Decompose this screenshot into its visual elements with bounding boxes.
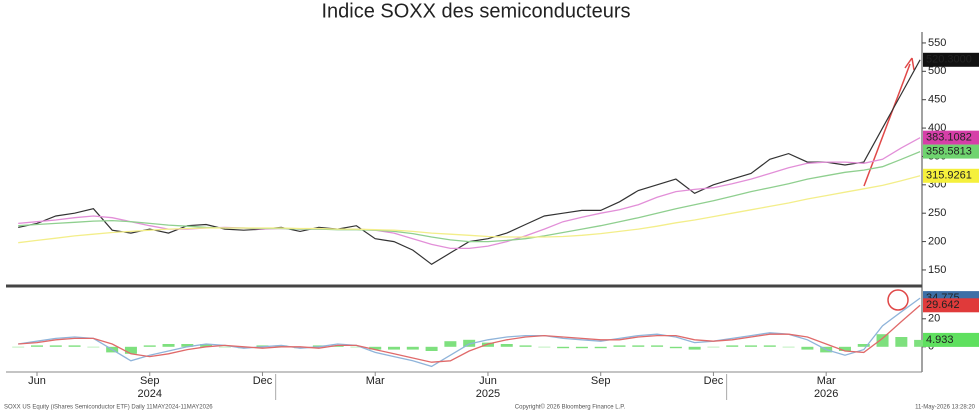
x-tick-label: Mar (817, 375, 836, 387)
histogram-bar (557, 346, 570, 349)
x-tick-label: Sep (591, 375, 611, 387)
x-year-label: 2024 (137, 388, 161, 400)
x-tick-label: Jun (28, 375, 46, 387)
histogram-bar (519, 345, 532, 347)
histogram-bar (162, 344, 175, 347)
histogram-bar (181, 344, 194, 347)
histogram-bar (12, 346, 25, 348)
trend-arrow-head (904, 57, 915, 71)
histogram-bar (312, 345, 325, 347)
histogram-bar (801, 346, 814, 350)
footer-center: Copyright© 2026 Bloomberg Finance L.P. (515, 404, 626, 411)
histogram-bar (575, 346, 588, 349)
value-tag (923, 168, 979, 183)
value-tag (923, 298, 979, 313)
histogram-bar (594, 346, 607, 349)
histogram-bar (275, 345, 288, 347)
histogram-bar (782, 346, 795, 348)
histogram-bar (294, 346, 307, 349)
histogram-bar (256, 345, 269, 347)
histogram-bar (914, 339, 927, 347)
footer-left: SOXX US Equity (iShares Semiconductor ET… (4, 405, 213, 411)
histogram-bar (331, 345, 344, 347)
histogram-bar (406, 346, 419, 350)
series-line (18, 175, 921, 244)
y-tick-label: 250 (928, 207, 946, 219)
value-tag (923, 130, 979, 145)
series-line (18, 150, 921, 243)
histogram-bar (49, 345, 62, 347)
histogram-bar (669, 346, 682, 349)
x-tick-label: Sep (140, 375, 160, 387)
x-year-label: 2026 (814, 388, 838, 400)
histogram-bar (538, 346, 551, 348)
histogram-bar (745, 345, 758, 347)
histogram-bar (857, 344, 870, 347)
histogram-bar (87, 346, 100, 348)
value-tag-label: 4.933 (926, 334, 954, 346)
x-tick-label: Dec (704, 375, 724, 387)
histogram-bar (237, 346, 250, 349)
histogram-bar (651, 345, 664, 347)
histogram-bar (763, 345, 776, 347)
annotations (863, 57, 915, 311)
x-tick-label: Mar (366, 375, 385, 387)
histogram-bar (218, 346, 231, 348)
value-tag-label: 29.642 (926, 299, 960, 311)
histogram-bar (613, 345, 626, 347)
value-tag-label: 358.5813 (926, 145, 972, 157)
histogram-bar (124, 346, 137, 354)
y-tick-label: 20 (928, 313, 940, 325)
histogram-bar (707, 346, 720, 348)
histogram-bar (838, 346, 851, 351)
histogram-bar (500, 344, 513, 347)
x-tick-label: Jun (479, 375, 497, 387)
x-tick-label: Dec (253, 375, 273, 387)
highlight-circle (887, 289, 909, 311)
value-tag-label: 520.3000 (926, 54, 972, 66)
x-year-label: 2025 (476, 388, 500, 400)
series-line (18, 297, 921, 368)
value-tag (923, 144, 979, 159)
histogram-bar (369, 346, 382, 350)
histogram-bar (388, 346, 401, 350)
histogram-bar (143, 345, 156, 347)
histogram-bar (31, 345, 43, 347)
trend-arrow (863, 63, 911, 187)
histogram-bar (688, 346, 701, 350)
histogram-bar (200, 344, 213, 347)
histogram-bar (463, 339, 476, 347)
histogram-bar (895, 337, 908, 347)
series-line (18, 59, 921, 266)
y-tick-label: 200 (928, 235, 946, 247)
value-tag (923, 52, 979, 67)
histogram-bar (876, 334, 889, 347)
value-tag-label: 383.1082 (926, 132, 972, 144)
y-tick-label: 150 (928, 264, 946, 276)
value-tag-label: 315.9261 (926, 170, 972, 182)
histogram-bar (350, 346, 363, 348)
value-tag (923, 332, 979, 347)
chart-title: Indice SOXX des semiconducteurs (321, 0, 630, 22)
histogram-bar (444, 341, 457, 347)
histogram-bar (425, 346, 438, 351)
histogram-bar (632, 345, 645, 347)
y-tick-label: 500 (928, 65, 946, 77)
y-tick-label: 450 (928, 94, 946, 106)
y-tick-label: 550 (928, 37, 946, 49)
footer-right: 11-May-2026 13:28:20 (915, 405, 976, 411)
histogram-bar (726, 345, 739, 347)
histogram-bar (68, 345, 81, 347)
series-line (18, 304, 921, 363)
